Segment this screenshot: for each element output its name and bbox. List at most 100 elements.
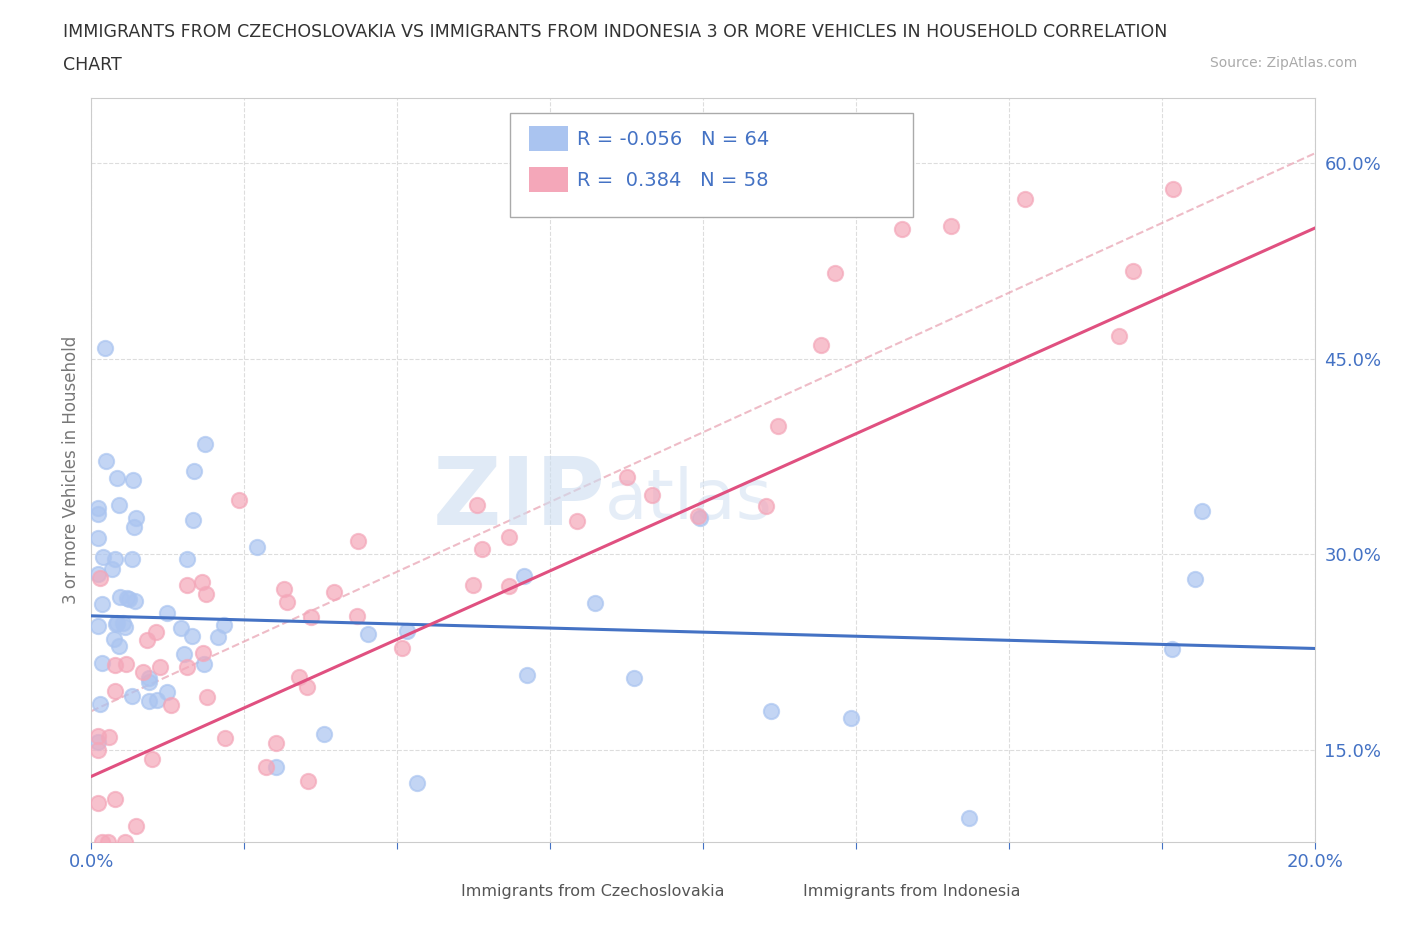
Text: Immigrants from Czechoslovakia: Immigrants from Czechoslovakia — [461, 884, 724, 899]
Point — [810, 338, 832, 352]
Point — [86, 729, 108, 744]
Point — [104, 551, 127, 566]
Point — [136, 632, 159, 647]
Point — [686, 508, 709, 523]
Text: Immigrants from Indonesia: Immigrants from Indonesia — [803, 884, 1021, 899]
Point — [891, 221, 914, 236]
Point — [183, 512, 205, 527]
Point — [160, 698, 183, 713]
Point — [824, 265, 846, 280]
Point — [114, 619, 136, 634]
Point — [254, 759, 277, 774]
Text: IMMIGRANTS FROM CZECHOSLOVAKIA VS IMMIGRANTS FROM INDONESIA 3 OR MORE VEHICLES I: IMMIGRANTS FROM CZECHOSLOVAKIA VS IMMIGR… — [63, 23, 1167, 41]
Point — [114, 657, 136, 671]
Point — [138, 671, 160, 685]
Point — [246, 540, 269, 555]
Point — [89, 697, 111, 711]
Point — [107, 639, 129, 654]
Point — [86, 530, 108, 545]
Point — [86, 507, 108, 522]
Point — [105, 471, 128, 485]
Point — [346, 609, 368, 624]
Point — [118, 592, 141, 607]
Point — [583, 596, 606, 611]
Point — [228, 493, 250, 508]
Point — [1108, 328, 1130, 343]
Point — [93, 550, 115, 565]
Point — [839, 711, 862, 725]
Point — [297, 680, 319, 695]
Point — [641, 487, 664, 502]
Point — [122, 472, 145, 487]
Point — [1122, 263, 1144, 278]
Point — [108, 498, 131, 512]
Point — [156, 605, 179, 620]
Point — [181, 629, 204, 644]
FancyBboxPatch shape — [510, 113, 914, 217]
Point — [516, 668, 538, 683]
Point — [103, 684, 125, 698]
Point — [299, 610, 322, 625]
Point — [149, 660, 172, 675]
Point — [498, 529, 520, 544]
Point — [273, 582, 295, 597]
Y-axis label: 3 or more Vehicles in Household: 3 or more Vehicles in Household — [62, 336, 80, 604]
Point — [623, 671, 645, 685]
Text: R = -0.056   N = 64: R = -0.056 N = 64 — [576, 130, 769, 149]
Point — [1191, 504, 1213, 519]
Point — [90, 596, 112, 611]
Point — [91, 834, 114, 849]
Point — [170, 621, 193, 636]
Point — [513, 568, 536, 583]
Point — [121, 689, 143, 704]
Point — [114, 834, 136, 849]
Point — [288, 670, 311, 684]
Point — [264, 759, 287, 774]
Point — [176, 578, 198, 592]
FancyBboxPatch shape — [769, 883, 799, 902]
Point — [86, 735, 108, 750]
Point — [405, 776, 427, 790]
Point — [214, 731, 236, 746]
Text: atlas: atlas — [605, 466, 773, 533]
FancyBboxPatch shape — [529, 126, 568, 152]
Point — [357, 627, 380, 642]
FancyBboxPatch shape — [529, 166, 568, 193]
Point — [193, 657, 215, 671]
Point — [87, 500, 110, 515]
Point — [86, 795, 108, 810]
Point — [132, 665, 155, 680]
Point — [297, 774, 319, 789]
Point — [104, 617, 127, 631]
Text: CHART: CHART — [63, 56, 122, 73]
Point — [86, 618, 108, 633]
Text: R =  0.384   N = 58: R = 0.384 N = 58 — [576, 171, 769, 190]
Point — [471, 541, 494, 556]
Point — [176, 660, 198, 675]
Point — [346, 534, 368, 549]
Point — [104, 791, 127, 806]
Point — [124, 511, 146, 525]
Point — [766, 418, 789, 433]
Point — [195, 587, 218, 602]
Point — [124, 593, 146, 608]
Point — [755, 498, 778, 513]
Text: Source: ZipAtlas.com: Source: ZipAtlas.com — [1209, 56, 1357, 70]
Point — [214, 618, 236, 632]
Point — [498, 578, 520, 593]
Point — [207, 630, 229, 644]
Point — [463, 578, 485, 592]
Point — [759, 703, 782, 718]
Point — [191, 575, 214, 590]
Point — [957, 811, 980, 826]
Point — [98, 729, 121, 744]
Point — [110, 590, 132, 604]
Point — [1184, 571, 1206, 586]
Point — [156, 684, 179, 699]
Point — [91, 656, 114, 671]
Point — [121, 551, 143, 566]
Point — [941, 219, 963, 233]
Point — [138, 675, 160, 690]
Point — [195, 689, 218, 704]
Point — [276, 595, 298, 610]
